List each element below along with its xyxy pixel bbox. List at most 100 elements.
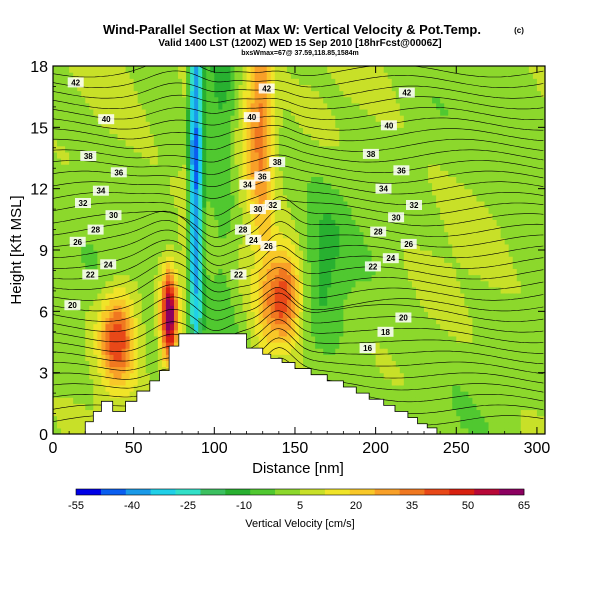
- heat-cell: [121, 262, 127, 269]
- heat-cell: [77, 176, 82, 184]
- heat-cell: [97, 397, 102, 404]
- heat-cell: [363, 317, 369, 325]
- heat-cell: [234, 78, 240, 85]
- heat-cell: [331, 84, 336, 92]
- heat-cell: [234, 243, 240, 251]
- heat-cell: [327, 219, 332, 227]
- heat-cell: [319, 72, 324, 79]
- heat-cell: [222, 115, 228, 122]
- heat-cell: [282, 96, 288, 104]
- heat-cell: [141, 84, 147, 92]
- heat-cell: [81, 323, 86, 331]
- heat-cell: [206, 329, 211, 337]
- heat-cell: [363, 133, 369, 141]
- heat-cell: [137, 348, 143, 355]
- heat-cell: [81, 90, 86, 98]
- heat-cell: [210, 139, 215, 147]
- heat-cell: [315, 139, 320, 147]
- heat-cell: [299, 121, 304, 128]
- heat-cell: [242, 292, 248, 300]
- heat-cell: [145, 188, 151, 196]
- heat-cell: [319, 292, 324, 300]
- heat-cell: [85, 231, 90, 239]
- heat-cell: [266, 231, 272, 239]
- heat-cell: [307, 194, 312, 202]
- heat-cell: [290, 262, 296, 269]
- heat-cell: [125, 127, 131, 135]
- heat-cell: [105, 139, 111, 147]
- heat-cell: [331, 145, 336, 153]
- heat-cell: [254, 121, 260, 128]
- heat-cell: [133, 384, 139, 392]
- heat-cell: [214, 250, 219, 257]
- heat-cell: [250, 305, 256, 312]
- heat-cell: [307, 342, 312, 349]
- heat-cell: [278, 292, 284, 300]
- heat-cell: [194, 274, 199, 282]
- heat-cell: [230, 72, 236, 79]
- heat-cell: [359, 72, 365, 79]
- heat-cell: [173, 133, 179, 141]
- heat-cell: [57, 311, 62, 319]
- heat-cell: [69, 66, 74, 73]
- heat-cell: [371, 121, 377, 128]
- heat-cell: [379, 372, 385, 380]
- heat-cell: [343, 243, 348, 251]
- heat-cell: [270, 225, 276, 233]
- heat-cell: [242, 145, 248, 153]
- heat-cell: [323, 127, 328, 135]
- heat-cell: [57, 72, 62, 79]
- heat-cell: [246, 317, 252, 325]
- heat-cell: [173, 176, 179, 184]
- heat-cell: [53, 391, 58, 398]
- heat-cell: [129, 378, 135, 386]
- heat-cell: [335, 151, 340, 159]
- heat-cell: [383, 164, 389, 171]
- heat-cell: [137, 188, 143, 196]
- heat-cell: [363, 329, 369, 337]
- heat-cell: [266, 305, 272, 312]
- heat-cell: [141, 292, 147, 300]
- heat-cell: [262, 329, 268, 337]
- heat-cell: [69, 225, 74, 233]
- heat-cell: [371, 311, 377, 319]
- heat-cell: [246, 145, 252, 153]
- heat-cell: [266, 78, 272, 85]
- heat-cell: [383, 207, 389, 214]
- heat-cell: [299, 176, 304, 184]
- heat-cell: [290, 231, 296, 239]
- heat-cell: [97, 121, 102, 128]
- heat-cell: [113, 243, 119, 251]
- heat-cell: [347, 170, 353, 177]
- heat-cell: [125, 366, 131, 374]
- heat-cell: [194, 231, 199, 239]
- heat-cell: [347, 164, 353, 171]
- heat-cell: [65, 231, 70, 239]
- heat-cell: [137, 90, 143, 98]
- heat-cell: [190, 268, 195, 276]
- heat-cell: [73, 403, 78, 411]
- heat-cell: [105, 286, 111, 294]
- heat-cell: [315, 243, 320, 251]
- heat-cell: [113, 329, 119, 337]
- heat-cell: [89, 384, 94, 392]
- heat-cell: [145, 78, 151, 85]
- heat-cell: [77, 90, 82, 98]
- heat-cell: [81, 145, 86, 153]
- heat-cell: [270, 139, 276, 147]
- heat-cell: [351, 219, 357, 227]
- heat-cell: [105, 200, 111, 208]
- heat-cell: [53, 182, 58, 190]
- heat-cell: [173, 78, 179, 85]
- heat-cell: [299, 66, 304, 73]
- heat-cell: [165, 96, 171, 104]
- heat-cell: [359, 219, 365, 227]
- heat-cell: [121, 127, 127, 135]
- heat-cell: [250, 329, 256, 337]
- heat-cell: [311, 164, 316, 171]
- heat-cell: [270, 72, 276, 79]
- heat-cell: [133, 243, 139, 251]
- heat-cell: [299, 354, 304, 361]
